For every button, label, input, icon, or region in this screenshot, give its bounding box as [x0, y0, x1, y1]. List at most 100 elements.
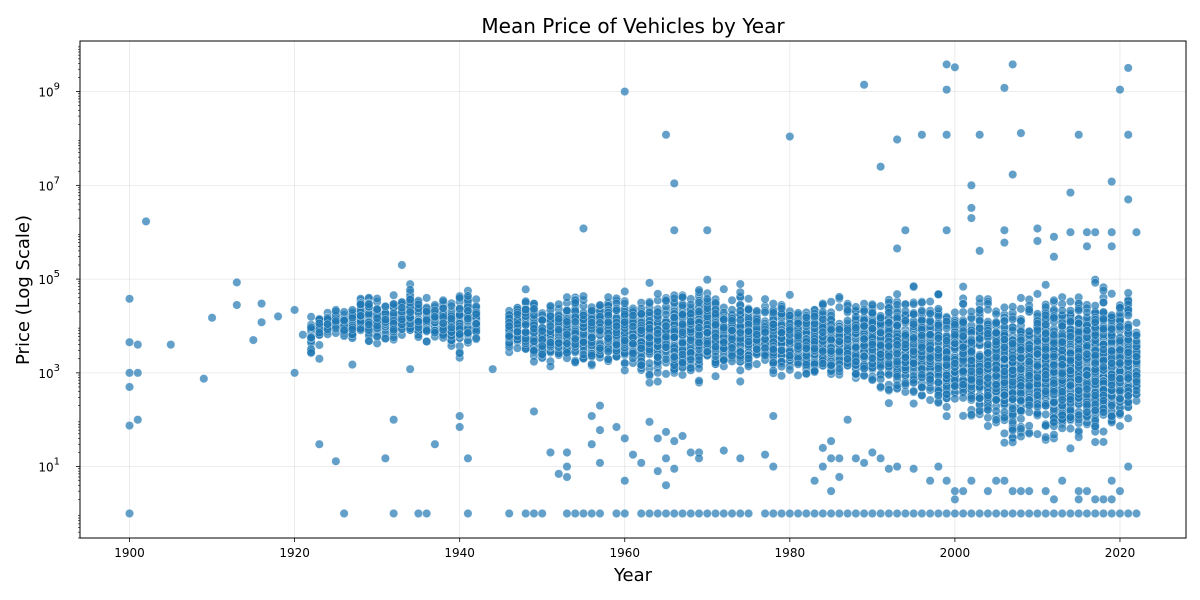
data-point [1049, 378, 1059, 388]
data-point [719, 323, 729, 333]
data-point [1049, 330, 1059, 340]
data-point [1057, 306, 1067, 316]
data-point [768, 366, 778, 376]
data-point [760, 307, 770, 317]
data-point [678, 358, 687, 367]
data-point [851, 312, 861, 322]
data-point [1024, 326, 1034, 336]
data-point [826, 360, 836, 370]
data-point [727, 316, 737, 326]
data-point [1008, 314, 1018, 324]
data-point [554, 338, 564, 348]
data-point [661, 332, 671, 342]
data-point [1008, 394, 1018, 404]
data-point [521, 320, 531, 330]
data-point [876, 374, 886, 384]
data-point [430, 312, 440, 322]
data-point [529, 336, 539, 346]
data-point [339, 325, 349, 335]
data-point [1057, 395, 1067, 405]
data-point [735, 287, 745, 297]
data-point [306, 348, 316, 358]
data-point [727, 295, 737, 305]
data-point [455, 293, 465, 303]
data-point [1024, 357, 1034, 367]
data-point [925, 344, 935, 354]
data-point [966, 366, 976, 376]
data-points [125, 59, 1141, 518]
data-point [562, 306, 572, 316]
data-point [1016, 293, 1026, 303]
data-point [942, 323, 952, 333]
data-point [711, 371, 720, 381]
data-point [876, 341, 886, 350]
data-point [504, 321, 514, 331]
data-point [653, 329, 663, 338]
data-point [834, 364, 844, 374]
data-point [785, 351, 795, 361]
data-point [1016, 406, 1026, 416]
data-point [645, 278, 654, 288]
data-point [587, 305, 597, 315]
data-point [851, 369, 861, 379]
data-point [405, 295, 415, 305]
data-point [843, 316, 853, 326]
data-point [966, 355, 976, 365]
data-point [818, 346, 828, 356]
data-point [975, 294, 985, 304]
data-point [455, 304, 465, 314]
data-point [1065, 366, 1075, 376]
data-point [777, 345, 787, 355]
data-point [1008, 353, 1018, 363]
data-point [892, 357, 902, 367]
data-point [603, 347, 613, 357]
data-point [892, 340, 902, 350]
data-point [925, 297, 935, 306]
data-point [521, 284, 531, 294]
data-point [1032, 325, 1042, 335]
data-point [744, 304, 754, 314]
data-point [1057, 360, 1067, 370]
data-point [884, 351, 894, 361]
data-point [851, 302, 861, 312]
data-point [958, 393, 968, 403]
data-point [1049, 387, 1059, 397]
data-point [1041, 432, 1051, 442]
data-point [339, 307, 349, 317]
data-point [661, 342, 671, 352]
data-point [471, 319, 481, 329]
data-point [752, 359, 762, 369]
data-point [958, 318, 968, 328]
data-point [983, 360, 993, 370]
data-point [1065, 317, 1075, 327]
data-point [983, 339, 993, 349]
data-point [669, 352, 679, 362]
data-point [917, 298, 927, 308]
data-point [975, 366, 985, 376]
data-point [678, 349, 687, 359]
data-point [645, 324, 654, 333]
data-point [669, 332, 679, 342]
data-point [595, 343, 605, 353]
data-point [1065, 424, 1075, 434]
data-point [999, 342, 1009, 352]
data-point [1032, 289, 1042, 299]
data-point [933, 345, 943, 354]
data-point [1024, 421, 1034, 431]
data-point [851, 357, 861, 367]
data-point [653, 368, 663, 378]
data-point [1008, 425, 1018, 435]
data-point [867, 308, 877, 318]
data-point [983, 305, 993, 315]
data-point [661, 310, 671, 319]
data-point [620, 317, 630, 327]
data-point [1049, 417, 1059, 427]
data-point [323, 319, 333, 329]
data-point [843, 354, 853, 364]
data-point [686, 355, 696, 365]
data-point [570, 317, 580, 327]
data-point [603, 333, 613, 343]
data-point [380, 315, 390, 325]
data-point [958, 282, 968, 292]
data-point [810, 366, 820, 376]
